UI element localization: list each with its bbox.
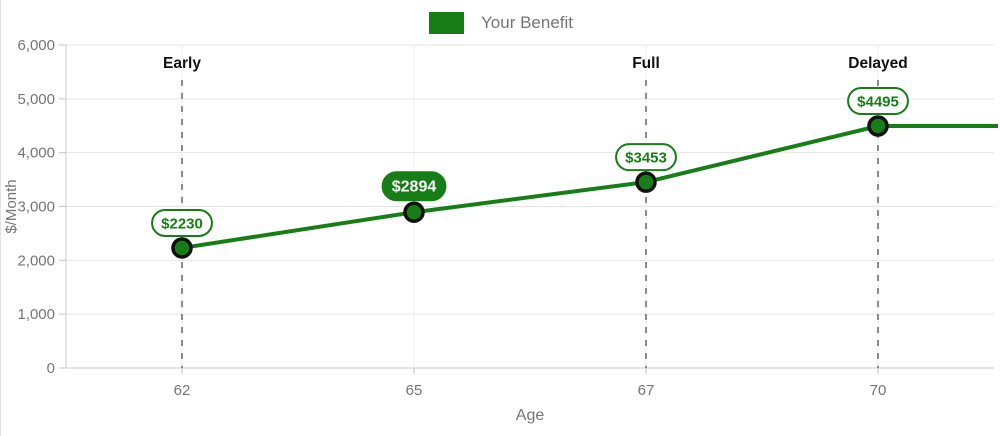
x-tick-label: 62	[174, 382, 191, 399]
milestone-label: Full	[632, 55, 660, 72]
x-tick-label: 67	[638, 382, 655, 399]
milestone-label: Early	[163, 55, 201, 72]
y-tick-label: 5,000	[17, 91, 55, 108]
value-pill	[151, 208, 213, 237]
legend-swatch-icon	[429, 12, 464, 34]
value-pill-label: $4495	[857, 94, 899, 111]
data-point-age-67[interactable]	[635, 171, 657, 193]
benefit-line	[181, 124, 998, 250]
y-tick-label: 6,000	[17, 37, 55, 54]
x-tick-label: 70	[870, 382, 887, 399]
y-axis-title: $/Month	[3, 179, 20, 233]
value-pill-label: $2230	[161, 215, 203, 232]
x-tick-label: 65	[406, 382, 423, 399]
y-tick-label: 3,000	[17, 199, 55, 216]
legend-label: Your Benefit	[481, 13, 573, 32]
data-point-age-65[interactable]	[403, 201, 425, 223]
value-pill-label: $2894	[392, 179, 437, 196]
y-tick-label: 2,000	[17, 252, 55, 269]
y-tick-label: 4,000	[17, 145, 55, 162]
value-pill-label: $3453	[625, 150, 667, 167]
x-axis-title: Age	[516, 407, 545, 424]
y-tick-label: 0	[47, 360, 55, 377]
y-tick-label: 1,000	[17, 306, 55, 323]
milestone-label: Delayed	[848, 55, 907, 72]
value-pill	[615, 143, 677, 172]
data-point-age-62[interactable]	[171, 237, 193, 259]
chart-legend[interactable]: Your Benefit	[1, 12, 1000, 34]
value-pill	[847, 87, 909, 116]
value-pill-active	[381, 171, 447, 202]
data-point-age-70[interactable]	[867, 115, 889, 137]
